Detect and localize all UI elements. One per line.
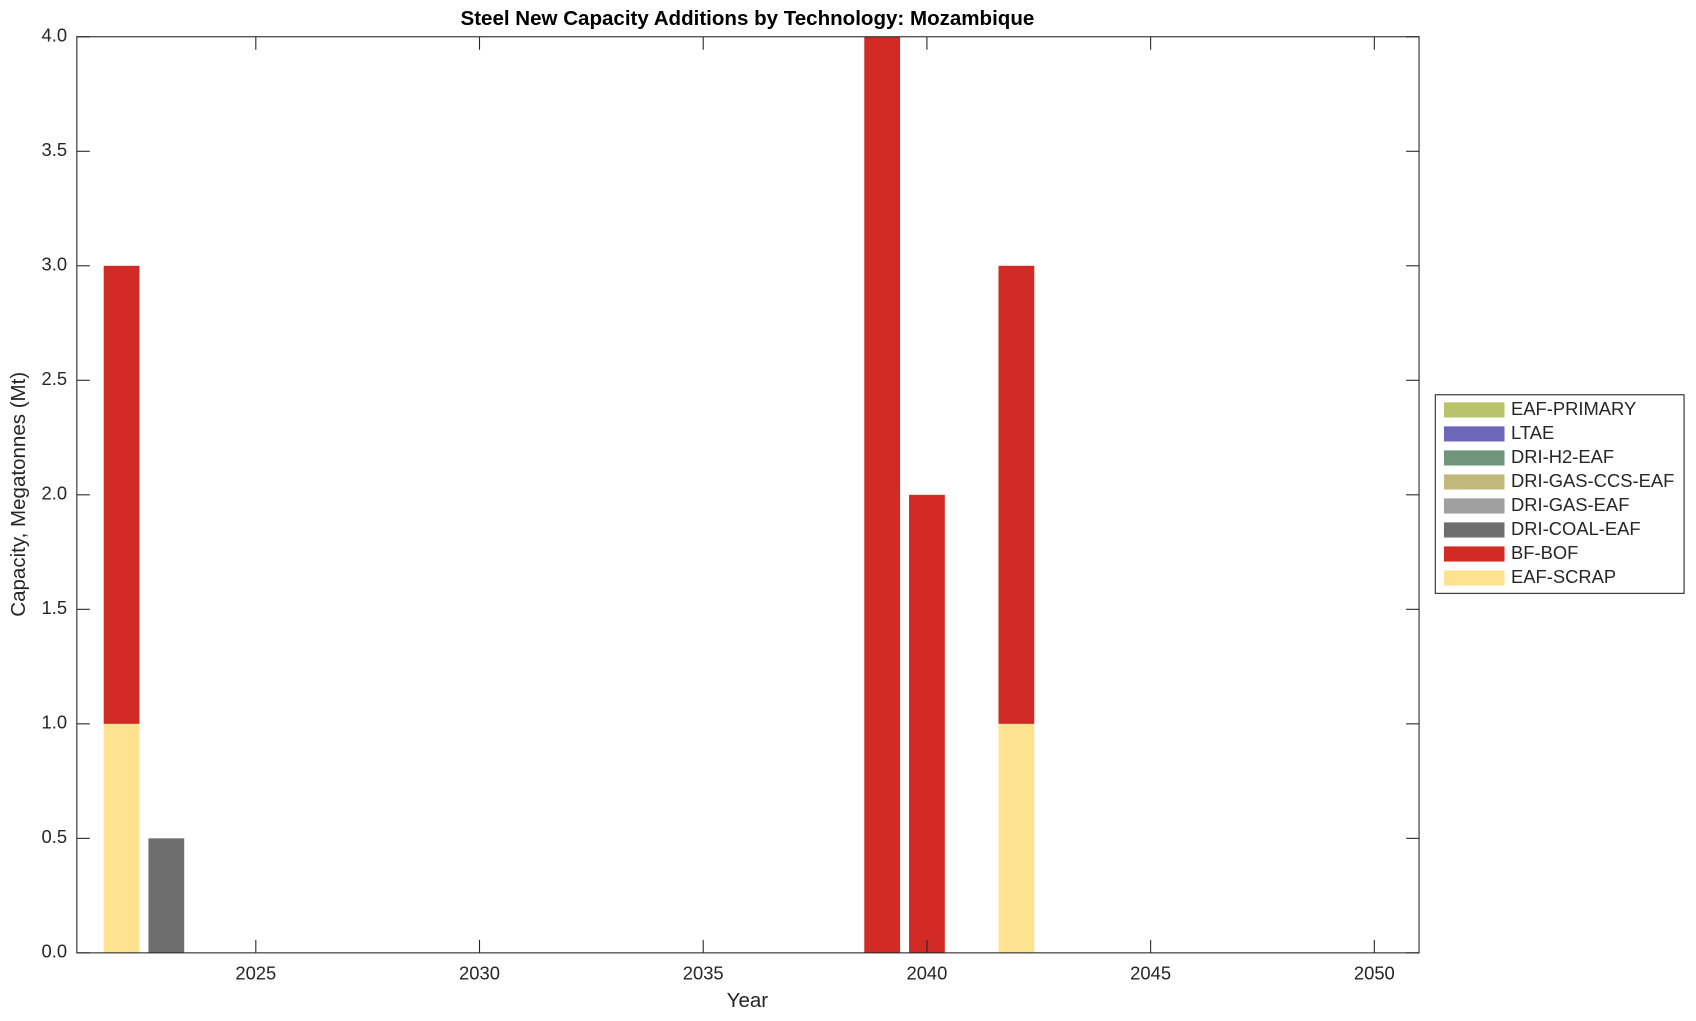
legend-label: DRI-H2-EAF <box>1511 446 1614 467</box>
bar-segment <box>148 838 185 953</box>
x-axis-label: Year <box>727 989 769 1012</box>
legend-label: DRI-COAL-EAF <box>1511 518 1641 539</box>
x-tick-label: 2030 <box>459 962 500 983</box>
legend-swatch <box>1443 426 1505 442</box>
y-axis-label: Capacity, Megatonnes (Mt) <box>7 372 30 617</box>
legend-label: LTAE <box>1511 422 1554 443</box>
bar-segment <box>103 265 140 724</box>
y-tick-label: 0.5 <box>42 826 68 847</box>
legend-swatch <box>1443 474 1505 490</box>
y-tick-label: 2.5 <box>42 368 68 389</box>
bar-segment <box>998 265 1035 724</box>
legend-swatch <box>1443 546 1505 562</box>
bar-segment <box>103 723 140 953</box>
bar-segment <box>909 494 945 953</box>
x-tick-label: 2050 <box>1354 962 1395 983</box>
legend-swatch <box>1443 450 1505 466</box>
plot-frame <box>76 36 1420 954</box>
y-tick-label: 4.0 <box>42 25 68 46</box>
y-tick-label: 1.0 <box>42 712 68 733</box>
x-tick-label: 2035 <box>683 962 724 983</box>
y-tick-label: 3.0 <box>42 254 68 275</box>
legend-label: EAF-SCRAP <box>1511 566 1616 587</box>
legend-label: BF-BOF <box>1511 542 1578 563</box>
y-tick-label: 1.5 <box>42 597 68 618</box>
x-tick-label: 2025 <box>235 962 276 983</box>
y-tick-label: 0.0 <box>42 941 68 962</box>
x-tick-label: 2045 <box>1130 962 1171 983</box>
legend-label: EAF-PRIMARY <box>1511 398 1636 419</box>
legend-swatch <box>1443 522 1505 538</box>
chart-title: Steel New Capacity Additions by Technolo… <box>461 7 1035 30</box>
y-tick-label: 2.0 <box>42 483 68 504</box>
bar-segment <box>998 723 1035 953</box>
legend-swatch <box>1443 498 1505 514</box>
bar-segment <box>864 36 901 953</box>
legend-label: DRI-GAS-EAF <box>1511 494 1629 515</box>
legend-label: DRI-GAS-CCS-EAF <box>1511 470 1674 491</box>
legend-swatch <box>1443 570 1505 586</box>
x-tick-label: 2040 <box>906 962 947 983</box>
legend-swatch <box>1443 402 1505 418</box>
bars <box>103 36 1035 953</box>
y-tick-label: 3.5 <box>42 139 68 160</box>
